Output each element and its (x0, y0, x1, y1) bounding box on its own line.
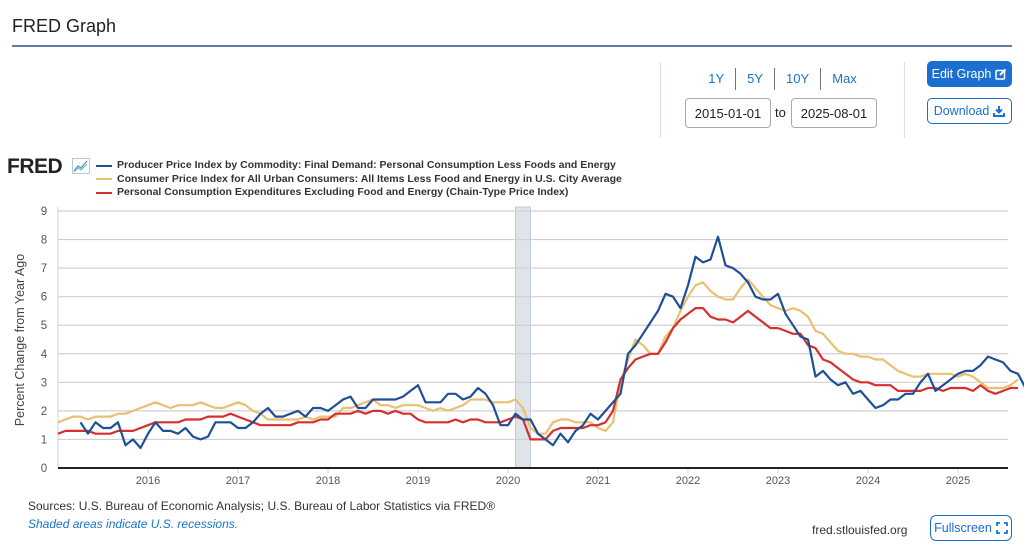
download-label: Download (933, 104, 990, 118)
y-axis-label: Percent Change from Year Ago (13, 254, 27, 426)
legend-swatch-ppi (96, 164, 112, 167)
range-max-link[interactable]: Max (832, 71, 857, 86)
x-tick-label: 2021 (586, 475, 610, 487)
fullscreen-icon (995, 522, 1008, 534)
edit-graph-label: Edit Graph (931, 67, 992, 81)
legend-label-pce: Personal Consumption Expenditures Exclud… (117, 186, 569, 198)
range-separator (735, 68, 737, 90)
y-tick-label: 6 (41, 292, 47, 304)
y-tick-label: 4 (41, 349, 48, 361)
line-chart: 0 1 2 3 4 5 6 7 8 9 2016 2017 2018 2019 2020 2021 2022 2… (13, 206, 1024, 487)
edit-graph-button[interactable]: Edit Graph (927, 61, 1012, 87)
y-tick-label: 2 (41, 406, 47, 418)
series-line-ppi (79, 235, 1024, 450)
range-1y-link[interactable]: 1Y (708, 71, 725, 86)
y-tick-label: 8 (41, 235, 47, 247)
fred-logo: FRED (7, 155, 63, 178)
range-10y-link[interactable]: 10Y (786, 71, 810, 86)
x-tick-label: 2020 (496, 475, 520, 487)
y-tick-label: 3 (41, 377, 47, 389)
y-tick-label: 5 (41, 320, 47, 332)
y-tick-label: 9 (41, 206, 47, 218)
title-divider (12, 45, 1012, 47)
edit-icon (995, 68, 1007, 80)
fullscreen-button[interactable]: Fullscreen (930, 515, 1012, 541)
date-range-to-label: to (775, 105, 786, 120)
legend-swatch-pce (96, 191, 112, 194)
legend-label-ppi: Producer Price Index by Commodity: Final… (117, 159, 616, 171)
x-tick-label: 2016 (136, 475, 160, 487)
range-separator (820, 68, 822, 90)
range-5y-link[interactable]: 5Y (747, 71, 764, 86)
x-tick-label: 2023 (766, 475, 790, 487)
fullscreen-label: Fullscreen (934, 521, 992, 535)
legend-item-cpi: Consumer Price Index for All Urban Consu… (96, 173, 622, 187)
range-links: 1Y 5Y 10Y Max (661, 68, 904, 90)
start-date-input[interactable] (685, 98, 771, 128)
trend-chart-icon (72, 158, 90, 174)
x-tick-label: 2024 (856, 475, 880, 487)
y-tick-label: 1 (41, 434, 47, 446)
series-line-pce (57, 306, 1018, 441)
legend-swatch-cpi (96, 178, 112, 181)
page-title: FRED Graph (12, 16, 117, 36)
y-tick-label: 7 (41, 263, 47, 275)
recession-shade (515, 206, 531, 469)
x-tick-label: 2018 (316, 475, 340, 487)
legend-label-cpi: Consumer Price Index for All Urban Consu… (117, 172, 622, 185)
fred-url: fred.stlouisfed.org (812, 523, 908, 537)
range-separator (774, 68, 776, 90)
sources-note: Sources: U.S. Bureau of Economic Analysi… (28, 499, 496, 513)
end-date-input[interactable] (791, 98, 877, 128)
legend-item-ppi: Producer Price Index by Commodity: Final… (96, 159, 622, 173)
chart-legend: Producer Price Index by Commodity: Final… (96, 159, 622, 200)
legend-item-pce: Personal Consumption Expenditures Exclud… (96, 186, 622, 200)
x-tick-label: 2019 (406, 475, 430, 487)
x-tick-label: 2025 (946, 475, 970, 487)
recession-note-link[interactable]: Shaded areas indicate U.S. recessions. (28, 517, 239, 531)
date-range-panel: 1Y 5Y 10Y Max to (660, 62, 905, 138)
x-tick-label: 2022 (676, 475, 700, 487)
download-icon (993, 106, 1006, 117)
download-button[interactable]: Download (927, 98, 1012, 124)
x-tick-label: 2017 (226, 475, 250, 487)
y-tick-label: 0 (41, 463, 47, 475)
